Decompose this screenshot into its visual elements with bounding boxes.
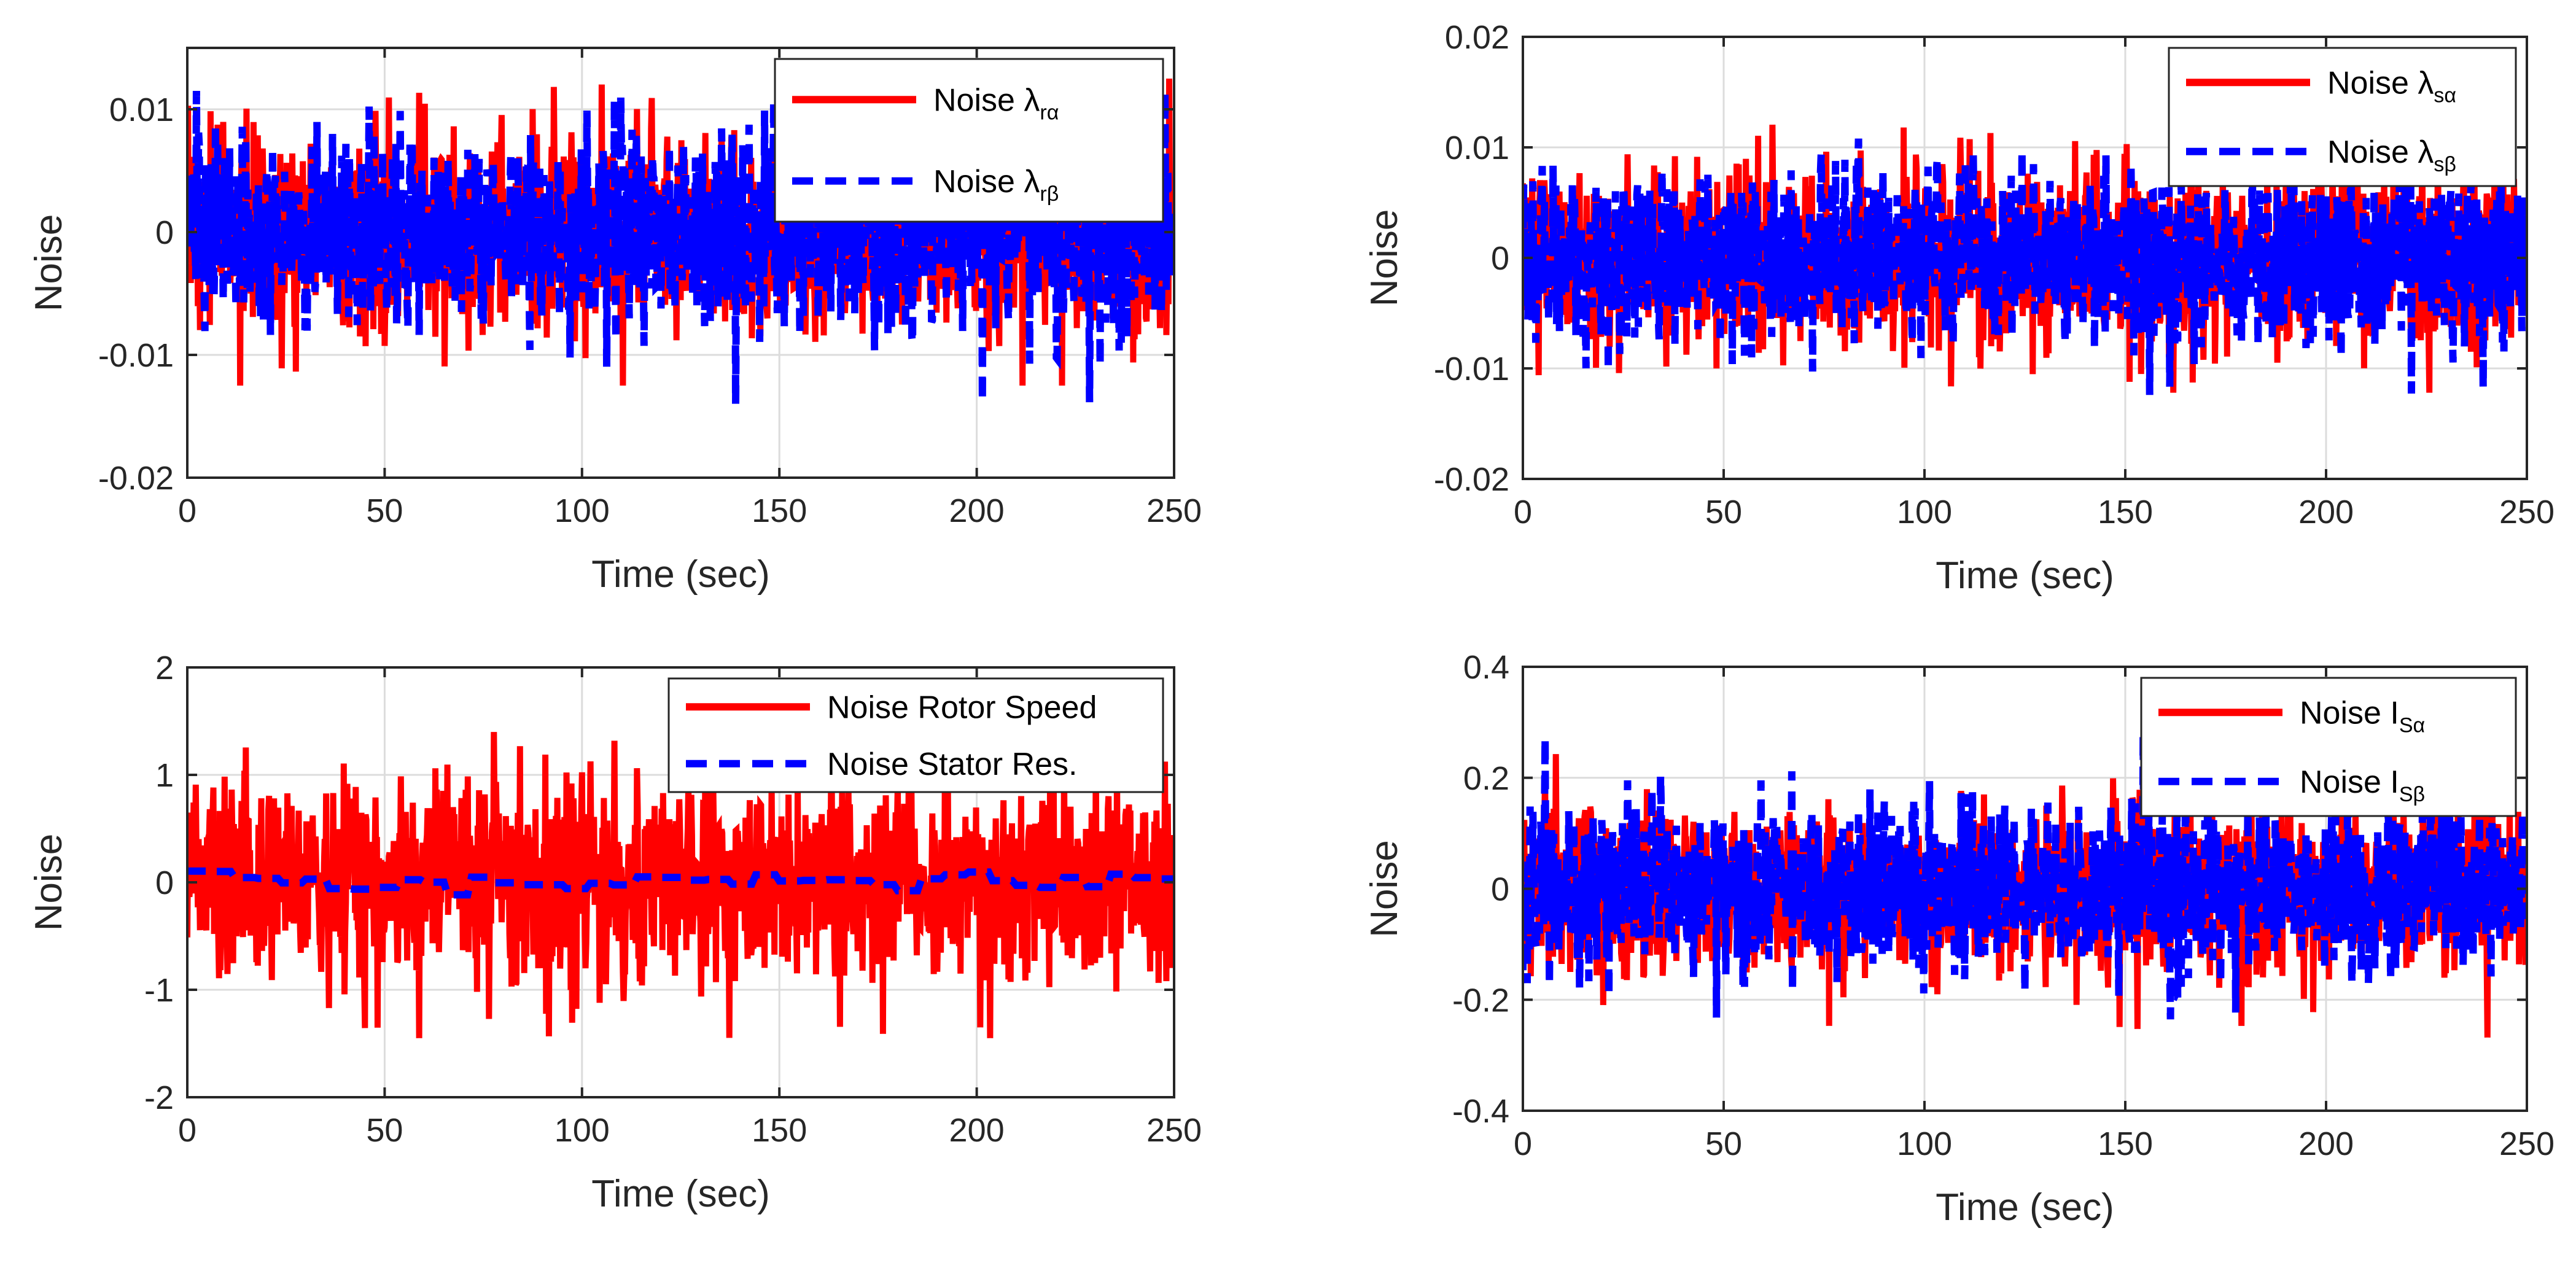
x-tick-label: 0 (1514, 1125, 1532, 1162)
y-tick-label: 0 (155, 214, 174, 251)
legend-label-1: Noise ISα (2300, 695, 2425, 737)
x-tick-label: 250 (1146, 492, 1202, 529)
x-tick-label: 250 (2499, 494, 2555, 530)
y-tick-label: 1 (155, 757, 174, 794)
y-axis-label: Noise (28, 214, 70, 312)
x-tick-label: 200 (2298, 1125, 2354, 1162)
plot-area (1523, 729, 2527, 1038)
series-line-1 (187, 704, 1174, 1038)
chart-panel-4: 0 50 100 150 200 250 -0.4 -0.2 0 0.2 0.4 Time (sec)… (1363, 649, 2555, 1229)
plot-area (1523, 125, 2527, 395)
series-line-2 (187, 867, 1174, 899)
chart-panel-1: 0 50 100 150 200 250 -0.02 -0.01 0 0.01 Time (sec)… (28, 47, 1202, 596)
legend-label-1: Noise Rotor Speed (827, 690, 1097, 725)
y-tick-label: 2 (155, 650, 174, 686)
x-tick-label: 50 (1705, 1125, 1742, 1162)
plot-area (187, 78, 1174, 405)
y-tick-label: -1 (144, 972, 174, 1009)
plot-area (187, 704, 1174, 1038)
x-tick-label: 100 (555, 1112, 610, 1149)
x-tick-label: 250 (1146, 1112, 1202, 1149)
series-line-2 (187, 90, 1174, 405)
x-tick-label: 200 (949, 1112, 1005, 1149)
y-tick-label: -0.4 (1452, 1093, 1509, 1130)
series-line-2 (1523, 729, 2527, 1020)
y-tick-label: -0.01 (98, 337, 174, 374)
y-tick-label: 0 (1491, 871, 1509, 908)
y-tick-label: 0.4 (1463, 649, 1509, 686)
legend: Noise Rotor Speed Noise Stator Res. (667, 677, 1164, 793)
y-tick-label: -2 (144, 1079, 174, 1116)
x-tick-label: 100 (555, 492, 610, 529)
chart-panel-3: 0 50 100 150 200 250 -2 -1 0 1 2 Time (sec) Noise Noi… (28, 650, 1202, 1215)
x-tick-label: 150 (2098, 494, 2153, 530)
y-tick-label: -0.02 (1434, 461, 1509, 498)
legend-label-2: Noise Stator Res. (827, 747, 1078, 782)
x-tick-label: 200 (949, 492, 1005, 529)
x-tick-label: 100 (1897, 1125, 1952, 1162)
x-tick-label: 150 (752, 492, 807, 529)
legend: Noise λrα Noise λrβ (774, 58, 1164, 223)
y-tick-label: 0.2 (1463, 760, 1509, 797)
y-axis-label: Noise (28, 834, 70, 931)
y-axis-label: Noise (1363, 840, 1406, 938)
x-axis-label: Time (sec) (1936, 554, 2114, 597)
x-axis-label: Time (sec) (591, 553, 769, 596)
x-tick-label: 250 (2499, 1125, 2555, 1162)
x-tick-label: 50 (366, 1112, 403, 1149)
x-tick-label: 0 (178, 1112, 197, 1149)
chart-panel-2: 0 50 100 150 200 250 -0.02 -0.01 0 0.01 0.02 Time (… (1363, 19, 2555, 597)
x-tick-label: 150 (2098, 1125, 2153, 1162)
y-tick-label: 0 (1491, 240, 1509, 277)
y-tick-label: -0.01 (1434, 351, 1509, 387)
series-line-2 (1523, 138, 2527, 395)
y-axis-label: Noise (1363, 209, 1406, 307)
legend-label-1: Noise λrα (933, 82, 1059, 124)
y-tick-label: 0.01 (1445, 130, 1509, 166)
x-tick-label: 0 (178, 492, 197, 529)
x-axis-label: Time (sec) (591, 1173, 769, 1215)
y-tick-label: -0.2 (1452, 982, 1509, 1019)
x-tick-label: 200 (2298, 494, 2354, 530)
y-tick-label: 0 (155, 865, 174, 901)
x-tick-label: 50 (1705, 494, 1742, 530)
axes-frame (186, 47, 1175, 479)
x-tick-label: 0 (1514, 494, 1532, 530)
y-tick-label: 0.01 (109, 91, 174, 128)
y-tick-label: 0.02 (1445, 19, 1509, 56)
legend-label-2: Noise λrβ (933, 164, 1059, 206)
x-axis-label: Time (sec) (1936, 1186, 2114, 1229)
y-tick-label: -0.02 (98, 460, 174, 497)
x-tick-label: 150 (752, 1112, 807, 1149)
x-tick-label: 100 (1897, 494, 1952, 530)
x-tick-label: 50 (366, 492, 403, 529)
